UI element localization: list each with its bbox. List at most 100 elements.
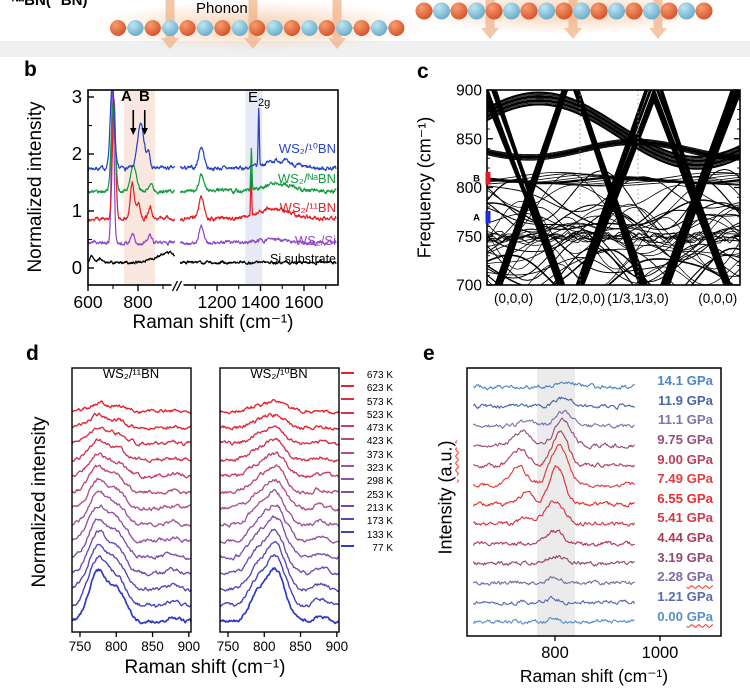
svg-text:800: 800: [253, 639, 276, 654]
svg-text:B: B: [473, 174, 480, 185]
pressure-label: 6.55 GPa: [555, 489, 713, 509]
panel-e-plot: 800 1000: [466, 367, 722, 660]
pressure-value: 11.9: [658, 392, 687, 408]
panel-e-xlabel: Raman shift (cm⁻¹): [519, 666, 669, 686]
svg-text:0: 0: [72, 257, 82, 278]
legend-label: 323 K: [366, 463, 393, 475]
legend-label: 673 K: [366, 370, 393, 381]
svg-text:750: 750: [217, 639, 240, 654]
svg-text:2: 2: [72, 143, 82, 164]
legend-item: 298 K: [341, 473, 393, 488]
svg-text:(0,0,0): (0,0,0): [494, 291, 533, 306]
svg-text:850: 850: [456, 131, 482, 148]
legend-label: 373 K: [366, 449, 393, 461]
svg-text:1200: 1200: [198, 292, 237, 312]
legend-label: 253 K: [366, 489, 393, 501]
curve-label-si-substrate: Si substrate: [269, 252, 336, 266]
legend-swatch: [341, 451, 354, 454]
legend-swatch: [341, 518, 354, 521]
legend-label: 173 K: [366, 516, 393, 528]
legend-item: 623 K: [341, 380, 393, 394]
panel-letter-b: b: [24, 58, 37, 81]
svg-text:900: 900: [178, 639, 201, 654]
pressure-label: 7.49 GPa: [555, 469, 713, 489]
svg-text:700: 700: [456, 278, 482, 295]
pressure-value: 9.00: [657, 451, 687, 467]
pressure-unit: GPa: [686, 471, 713, 487]
pressure-value: 4.44: [657, 530, 687, 545]
panel-c-plot: 700 750 800 850 900 B A (0,0,0) (1/2,0,0) (1/3,1/…: [456, 83, 741, 306]
subplot-title-ws2-10bn: WS₂/¹⁰BN: [250, 366, 308, 381]
legend-item: 673 K: [341, 367, 393, 381]
e2g-main: E: [248, 89, 259, 106]
legend-swatch: [341, 491, 354, 494]
legend-item: 133 K: [341, 527, 393, 541]
legend-swatch: [341, 371, 354, 374]
legend-swatch: [341, 464, 354, 467]
legend-label: 298 K: [366, 476, 393, 488]
legend-item: 573 K: [341, 394, 393, 408]
pressure-value: 7.49: [657, 471, 687, 487]
legend-swatch: [341, 385, 354, 388]
phonon-label: Phonon: [196, 0, 248, 17]
svg-text:750: 750: [69, 639, 92, 654]
legend-swatch: [341, 478, 354, 481]
pressure-value: 3.19: [657, 549, 687, 565]
svg-text:(1/3,1/3,0): (1/3,1/3,0): [607, 291, 669, 306]
pressure-unit: GPa: [686, 549, 713, 565]
au-label: (a.u.): [435, 440, 456, 483]
pressure-label: 14.1 GPa: [555, 371, 713, 391]
legend-item: 323 K: [341, 460, 393, 475]
pressure-value: 14.1: [657, 373, 687, 388]
isotope-label: ᴺᵃBN(¹¹BN): [12, 0, 88, 9]
pressure-label: 3.19 GPa: [555, 548, 713, 568]
pressure-value: 5.41: [657, 510, 687, 526]
legend-item: 423 K: [341, 433, 393, 447]
legend-swatch: [341, 438, 354, 441]
panel-b-xlabel: Raman shift (cm⁻¹): [132, 312, 294, 333]
pressure-label: 0.00 GPa: [555, 607, 713, 627]
panel-d-plot: 750 800 850 900 750 800 850 900: [69, 367, 349, 654]
legend-swatch: [341, 424, 354, 427]
svg-text:(1/2,0,0): (1/2,0,0): [555, 291, 605, 306]
pressure-label: 11.9 GPa: [555, 391, 713, 411]
temperature-legend: 673 K 623 K 573 K 523 K 473 K 423 K 373 K 323 K…: [341, 367, 393, 554]
svg-text:850: 850: [141, 639, 164, 654]
legend-item: 253 K: [341, 487, 393, 501]
panel-b-plot: 0 1 2 3 600 800 1200 1400 1600: [72, 86, 339, 312]
svg-text:800: 800: [541, 644, 569, 660]
pressure-value: 6.55: [657, 490, 687, 506]
svg-text:850: 850: [289, 639, 312, 654]
curve-label-ws2-si: WS₂/Si: [294, 233, 336, 248]
svg-text:800: 800: [456, 180, 482, 197]
svg-text:1600: 1600: [285, 292, 324, 312]
legend-swatch: [341, 411, 354, 414]
panel-letter-c: c: [417, 60, 429, 83]
pressure-unit: GPa: [686, 373, 713, 388]
curve-label-ws2-11bn: WS₂/¹¹BN: [279, 200, 336, 215]
pressure-unit: GPa: [686, 530, 713, 545]
svg-text:(0,0,0): (0,0,0): [698, 291, 737, 306]
panel-c-ylabel: Frequency (cm⁻¹): [414, 116, 435, 259]
e2g-sub: 2g: [258, 97, 271, 109]
svg-text:800: 800: [123, 292, 152, 312]
pressure-label: 9.75 GPa: [555, 430, 713, 450]
legend-item: 523 K: [341, 407, 393, 421]
legend-item: 173 K: [341, 513, 393, 528]
subplot-title-ws2-11bn: WS₂/¹¹BN: [102, 366, 160, 381]
legend-label: 133 K: [366, 529, 393, 541]
panel-e-ylabel: Intensity (a.u.): [436, 388, 457, 608]
legend-swatch: [341, 504, 354, 507]
svg-text:1: 1: [72, 200, 82, 221]
svg-text:600: 600: [73, 292, 102, 312]
pressure-unit: GPa: [686, 588, 713, 604]
peak-annotation-a: A: [121, 88, 132, 105]
curve-label-ws2-10bn: WS₂/¹⁰BN: [278, 141, 336, 156]
pressure-unit: GPa: [686, 392, 713, 408]
panel-d-xlabel: Raman shift (cm⁻¹): [124, 657, 286, 678]
pressure-value: 2.28: [657, 569, 687, 585]
pressure-unit: GPa: [686, 412, 713, 428]
svg-text:900: 900: [326, 639, 349, 654]
pressure-value: 0.00: [657, 608, 687, 624]
